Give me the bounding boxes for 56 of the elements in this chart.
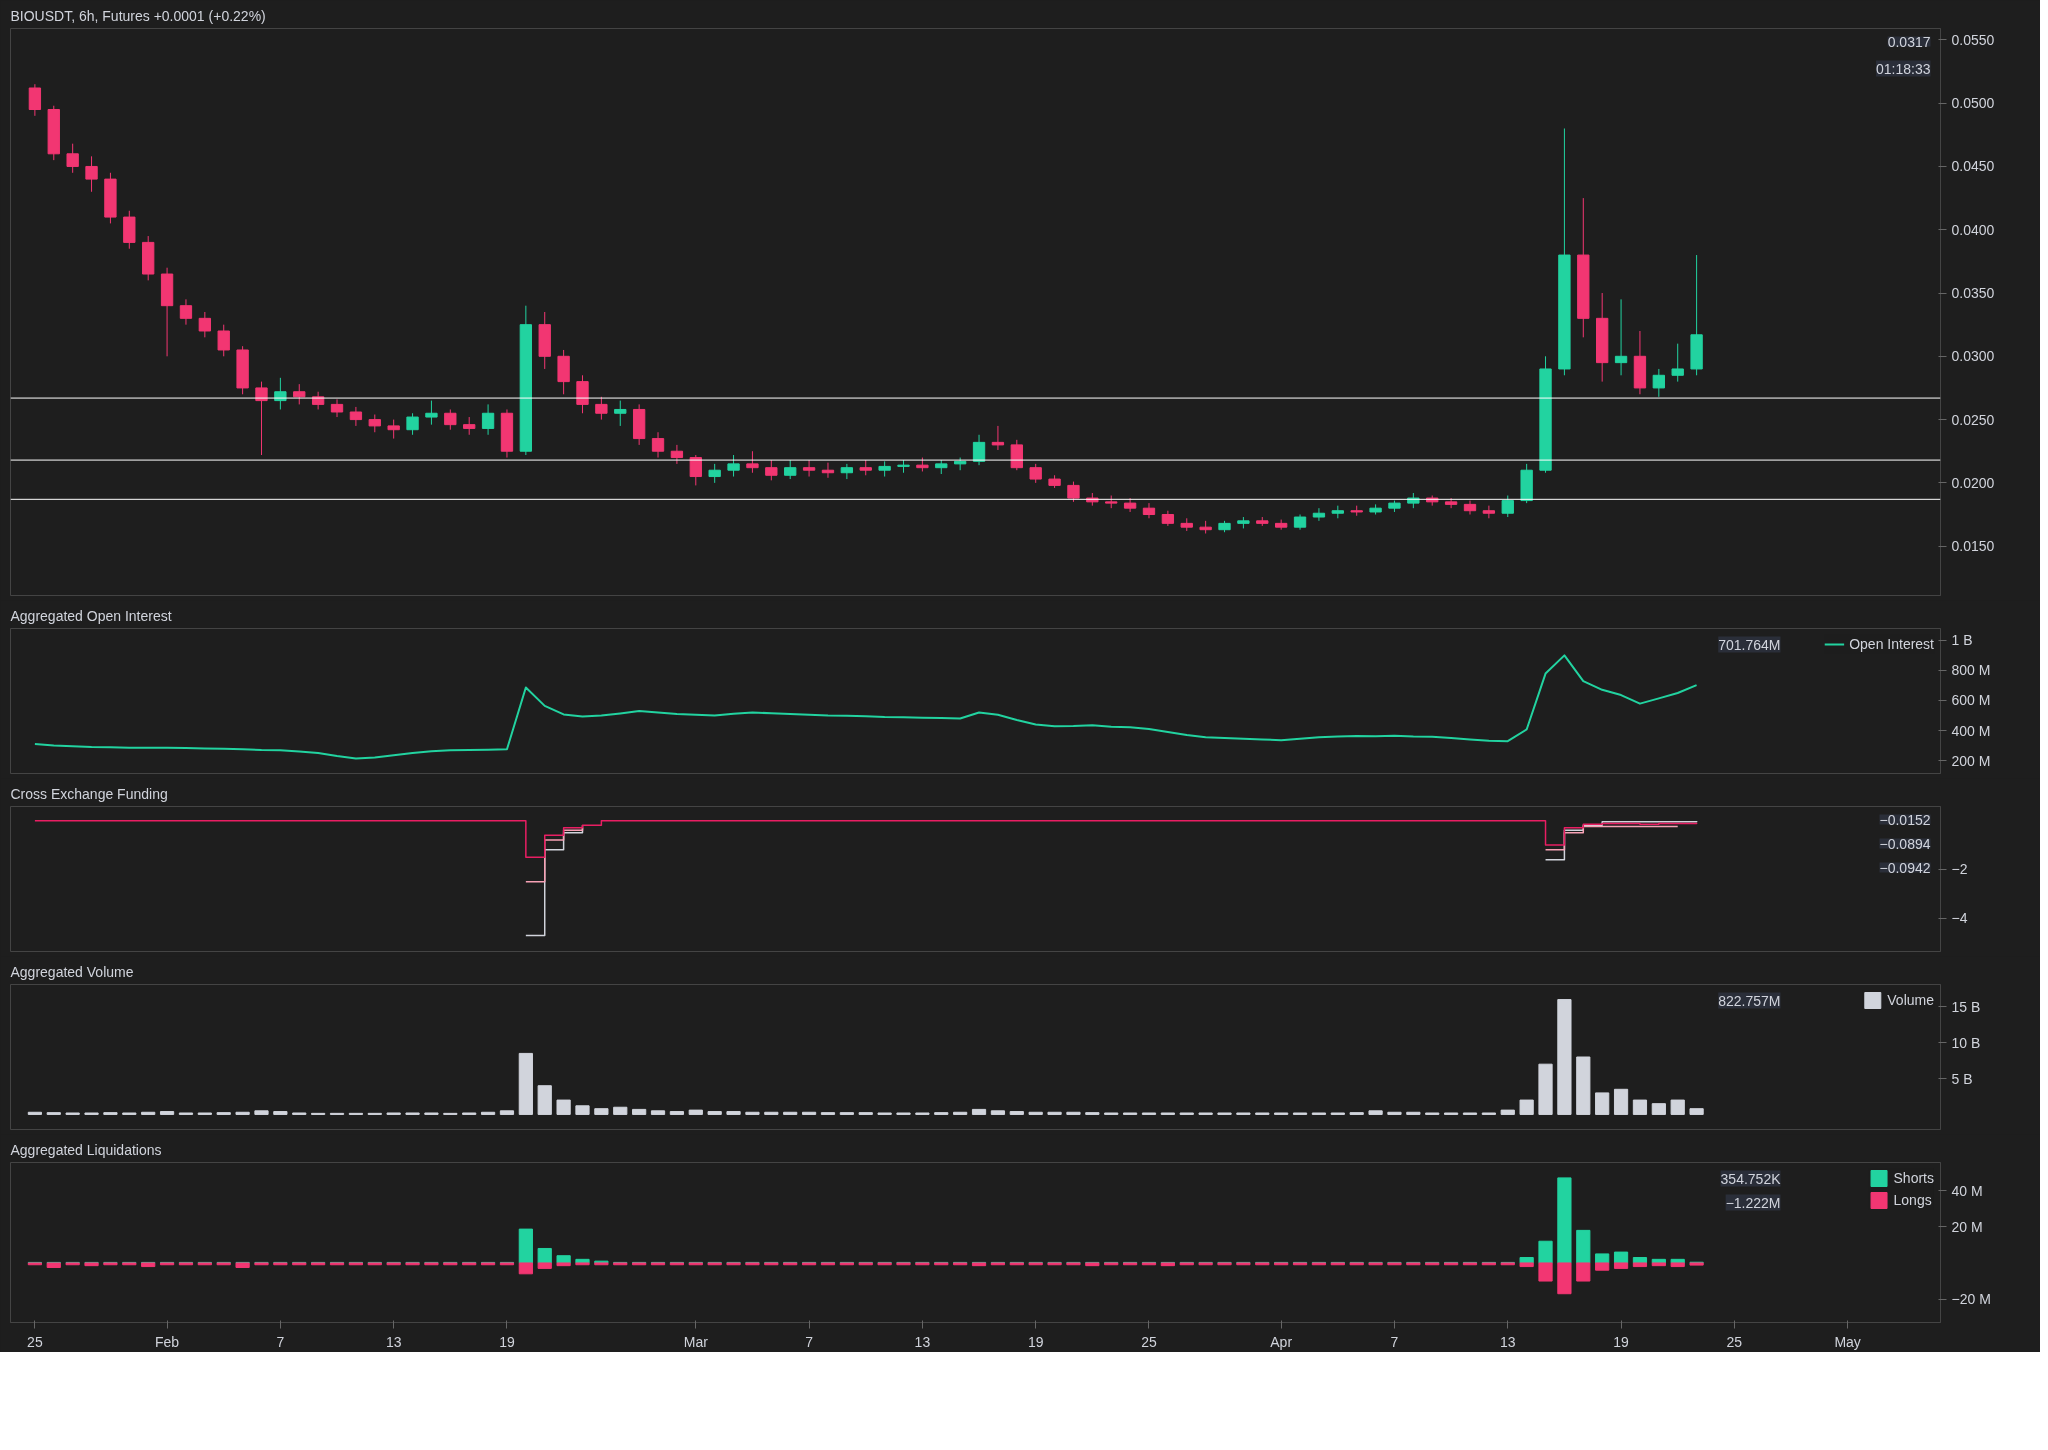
y-tick-label: 0.0350 — [1951, 285, 1995, 302]
x-tick-label: 25 — [1141, 1333, 1157, 1350]
y-tick-label: 400 M — [1951, 722, 1991, 739]
x-tick-label: May — [1834, 1333, 1861, 1350]
x-tick-label: 7 — [276, 1333, 285, 1350]
y-tick-label: 0.0450 — [1951, 158, 1995, 175]
y-tick-label: 1 B — [1951, 632, 1973, 649]
annotation: 0.0317 — [1887, 33, 1931, 50]
y-tick-label: 0.0500 — [1951, 95, 1995, 112]
x-tick-label: 19 — [1613, 1333, 1630, 1350]
x-tick-label: 25 — [27, 1333, 43, 1350]
x-tick-label: 7 — [1390, 1333, 1399, 1350]
legend-label: Shorts — [1893, 1170, 1934, 1186]
x-tick-label: 13 — [385, 1333, 402, 1350]
chart-title: Cross Exchange Funding — [10, 785, 168, 802]
y-tick-label: 0.0200 — [1951, 474, 1995, 491]
chart-title: Aggregated Open Interest — [10, 607, 172, 624]
y-tick-label: 10 B — [1951, 1034, 1981, 1051]
y-tick-label: 800 M — [1951, 662, 1991, 679]
x-tick-label: 7 — [805, 1333, 814, 1350]
legend-label: Volume — [1887, 992, 1934, 1008]
y-tick-label: 0.0250 — [1951, 411, 1995, 428]
y-tick-label: 20 M — [1951, 1218, 1983, 1235]
y-tick-label: −4 — [1951, 910, 1968, 927]
y-tick-label: 0.0550 — [1951, 31, 1995, 48]
y-tick-label: 200 M — [1951, 752, 1991, 769]
x-tick-label: Feb — [155, 1333, 180, 1350]
x-tick-label: Apr — [1270, 1333, 1293, 1350]
annotation: 354.752K — [1720, 1170, 1782, 1187]
legend-label: Open Interest — [1849, 636, 1934, 652]
chart-title: BIOUSDT, 6h, Futures +0.0001 (+0.22%) — [10, 7, 266, 24]
annotation: 701.764M — [1718, 636, 1781, 653]
x-tick-label: 19 — [499, 1333, 515, 1350]
annotation: 01:18:33 — [1876, 60, 1931, 77]
legend-label: Longs — [1893, 1192, 1932, 1208]
x-tick-label: 25 — [1726, 1333, 1743, 1350]
y-tick-label: 0.0300 — [1951, 348, 1995, 365]
x-tick-label: 13 — [914, 1333, 931, 1350]
annotation: −1.222M — [1725, 1194, 1781, 1211]
x-tick-label: 13 — [1499, 1333, 1516, 1350]
annotation: −0.0894 — [1879, 835, 1931, 852]
y-tick-label: −2 — [1951, 861, 1968, 878]
x-tick-label: Mar — [683, 1333, 709, 1350]
y-tick-label: −20 M — [1951, 1291, 1991, 1308]
annotation: −0.0942 — [1879, 859, 1931, 876]
y-tick-label: 5 B — [1951, 1070, 1973, 1087]
y-tick-label: 0.0150 — [1951, 538, 1995, 555]
y-tick-label: 0.0400 — [1951, 221, 1995, 238]
x-tick-label: 19 — [1027, 1333, 1044, 1350]
chart-title: Aggregated Liquidations — [10, 1141, 162, 1158]
y-tick-label: 40 M — [1951, 1182, 1983, 1199]
y-tick-label: 15 B — [1951, 998, 1981, 1015]
y-tick-label: 600 M — [1951, 692, 1991, 709]
annotation: 822.757M — [1718, 992, 1781, 1009]
chart-title: Aggregated Volume — [10, 963, 134, 980]
annotation: −0.0152 — [1879, 811, 1931, 828]
